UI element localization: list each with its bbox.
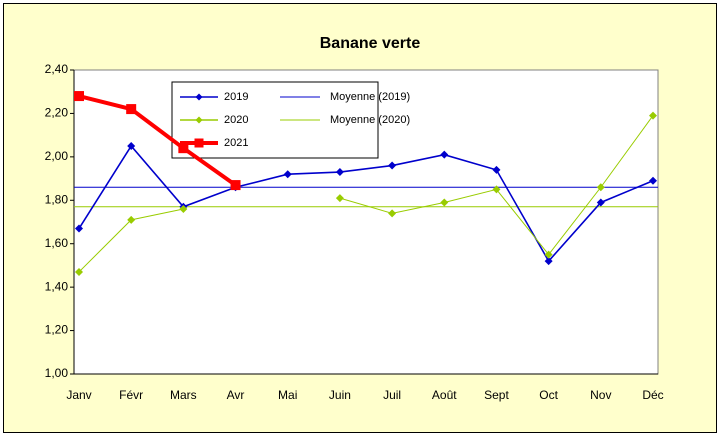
x-tick-label: Juil (383, 388, 401, 402)
y-tick-label: 2,00 (45, 149, 69, 163)
marker (649, 111, 657, 120)
marker (492, 165, 501, 174)
marker (388, 161, 397, 170)
marker (74, 91, 84, 102)
legend-label: 2021 (224, 137, 248, 149)
y-tick-label: 1,20 (45, 323, 69, 337)
marker (388, 209, 397, 218)
y-tick-label: 1,60 (45, 236, 69, 250)
marker (492, 185, 501, 194)
series-line (78, 94, 237, 187)
legend-marker (194, 138, 204, 148)
legend-marker (195, 93, 203, 101)
marker (440, 150, 449, 159)
chart-title: Banane verte (320, 35, 421, 52)
marker (544, 250, 553, 259)
legend-label: 2019 (224, 91, 248, 103)
y-tick-label: 1,40 (45, 279, 69, 293)
marker (596, 198, 605, 207)
marker (544, 257, 553, 266)
marker (179, 204, 188, 213)
marker (178, 143, 189, 154)
marker (440, 198, 449, 207)
y-tick-label: 1,80 (45, 192, 69, 206)
marker (75, 267, 83, 276)
x-tick-label: Nov (590, 388, 611, 402)
legend-label: Moyenne (2020) (330, 114, 410, 126)
x-tick-label: Sept (484, 388, 509, 402)
marker (596, 183, 605, 192)
x-tick-label: Janv (66, 388, 91, 402)
x-tick-label: Mars (170, 388, 197, 402)
series-line (78, 144, 654, 263)
x-tick-label: Juin (329, 388, 351, 402)
y-tick-label: 2,40 (45, 62, 69, 76)
legend-label: Moyenne (2019) (330, 91, 410, 103)
marker (335, 194, 344, 203)
x-tick-label: Avr (227, 388, 245, 402)
marker (127, 215, 136, 224)
x-tick-label: Oct (539, 388, 558, 402)
y-tick-label: 2,20 (45, 106, 69, 120)
x-tick-label: Août (432, 388, 457, 402)
legend-marker (195, 116, 203, 124)
marker (230, 180, 241, 191)
x-tick-label: Févr (119, 388, 143, 402)
x-tick-label: Déc (642, 388, 663, 402)
legend-label: 2020 (224, 114, 248, 126)
y-tick-label: 1,00 (45, 366, 69, 380)
marker (283, 170, 292, 179)
marker (127, 142, 136, 150)
marker (649, 176, 657, 185)
marker (75, 224, 83, 233)
marker (335, 168, 344, 177)
x-tick-label: Mai (278, 388, 297, 402)
marker (126, 104, 137, 115)
